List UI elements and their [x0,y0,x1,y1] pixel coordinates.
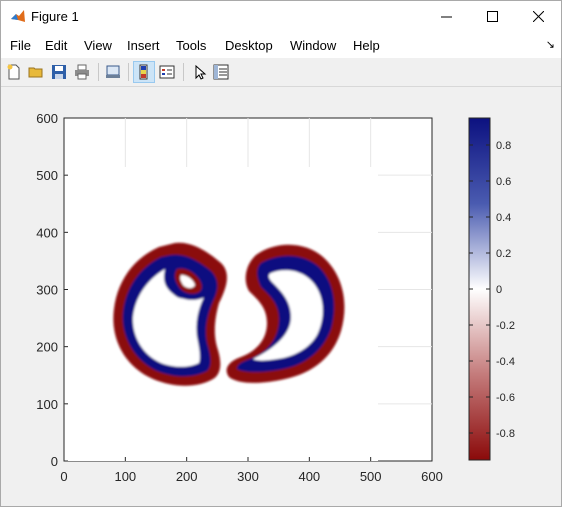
link-plot-button[interactable] [102,61,124,83]
heatmap-image [113,242,345,386]
x-tick-label: 100 [114,469,136,484]
colorbar-tick-labels: 0.8 0.6 0.4 0.2 0 -0.2 -0.4 -0.6 -0.8 [469,140,515,440]
minimize-button[interactable] [423,1,469,32]
colorbar[interactable]: 0.8 0.6 0.4 0.2 0 -0.2 -0.4 -0.6 -0.8 [468,117,515,461]
toolbar [1,58,561,87]
x-tick-labels: 0 100 200 300 400 500 600 [60,469,442,484]
dock-arrow-icon[interactable]: ↘ [545,39,555,51]
edit-plot-button[interactable] [188,61,210,83]
menu-file[interactable]: File [10,38,31,53]
insert-legend-button[interactable] [156,61,178,83]
y-tick-label: 100 [36,397,58,412]
menu-desktop[interactable]: Desktop [225,38,273,53]
property-inspector-icon [213,64,229,80]
print-button[interactable] [71,61,93,83]
left-ring-inner-white [180,275,195,288]
colorbar-tick-label: -0.4 [496,356,515,368]
colorbar-tick-label: 0.8 [496,140,511,152]
y-tick-labels: 0 100 200 300 400 500 600 [36,111,58,469]
close-icon [532,11,544,22]
maximize-button[interactable] [469,1,515,32]
x-tick-label: 600 [421,469,443,484]
maximize-icon [486,11,498,22]
menu-view[interactable]: View [84,38,112,53]
open-file-icon [28,67,43,78]
y-tick-label: 600 [36,111,58,126]
menu-insert[interactable]: Insert [127,38,160,53]
y-tick-label: 300 [36,283,58,298]
y-tick-label: 400 [36,225,58,240]
colorbar-tick-label: 0.6 [496,176,511,188]
toolbar-separator [98,63,99,81]
menu-help[interactable]: Help [353,38,380,53]
colorbar-tick-label: -0.6 [496,392,515,404]
open-file-button[interactable] [25,61,47,83]
left-ring-hole [132,269,204,367]
axes[interactable]: 0 100 200 300 400 500 600 0 100 200 300 400 500 600 [36,111,443,484]
matlab-icon [11,10,25,22]
colorbar-tick-label: -0.8 [496,428,515,440]
toolbar-separator [183,63,184,81]
link-plot-icon [106,65,120,78]
window-title: Figure 1 [31,9,79,24]
print-icon [75,64,89,80]
colorbar-tick-label: 0.4 [496,212,511,224]
property-inspector-button[interactable] [210,61,232,83]
colorbar-tick-label: 0 [496,284,502,296]
menu-window[interactable]: Window [290,38,337,53]
colorbar-tick-label: 0.2 [496,248,511,260]
new-figure-icon [7,64,20,80]
figure-canvas: 0 100 200 300 400 500 600 0 100 200 300 400 500 600 … [36,111,515,484]
x-tick-label: 400 [298,469,320,484]
menu-edit[interactable]: Edit [45,38,68,53]
menu-tools[interactable]: Tools [176,38,207,53]
right-ring-hole [253,270,323,361]
y-tick-label: 0 [51,454,58,469]
save-icon [52,65,66,79]
y-tick-label: 200 [36,340,58,355]
insert-legend-icon [159,65,175,79]
new-figure-button[interactable] [3,61,25,83]
edit-plot-icon [195,64,207,80]
x-tick-label: 500 [360,469,382,484]
y-tick-label: 500 [36,168,58,183]
x-tick-label: 300 [237,469,259,484]
close-button[interactable] [515,1,561,32]
insert-colorbar-icon [139,64,148,80]
menu-bar: File Edit View Insert Tools Desktop Wind… [1,32,561,58]
save-button[interactable] [48,61,70,83]
insert-colorbar-button[interactable] [133,61,155,83]
tick-marks [63,117,433,462]
colorbar-tick-label: -0.2 [496,320,515,332]
x-tick-label: 0 [60,469,67,484]
title-bar[interactable]: Figure 1 [1,1,561,32]
minimize-icon [440,16,452,18]
x-tick-label: 200 [176,469,198,484]
toolbar-separator [128,63,129,81]
